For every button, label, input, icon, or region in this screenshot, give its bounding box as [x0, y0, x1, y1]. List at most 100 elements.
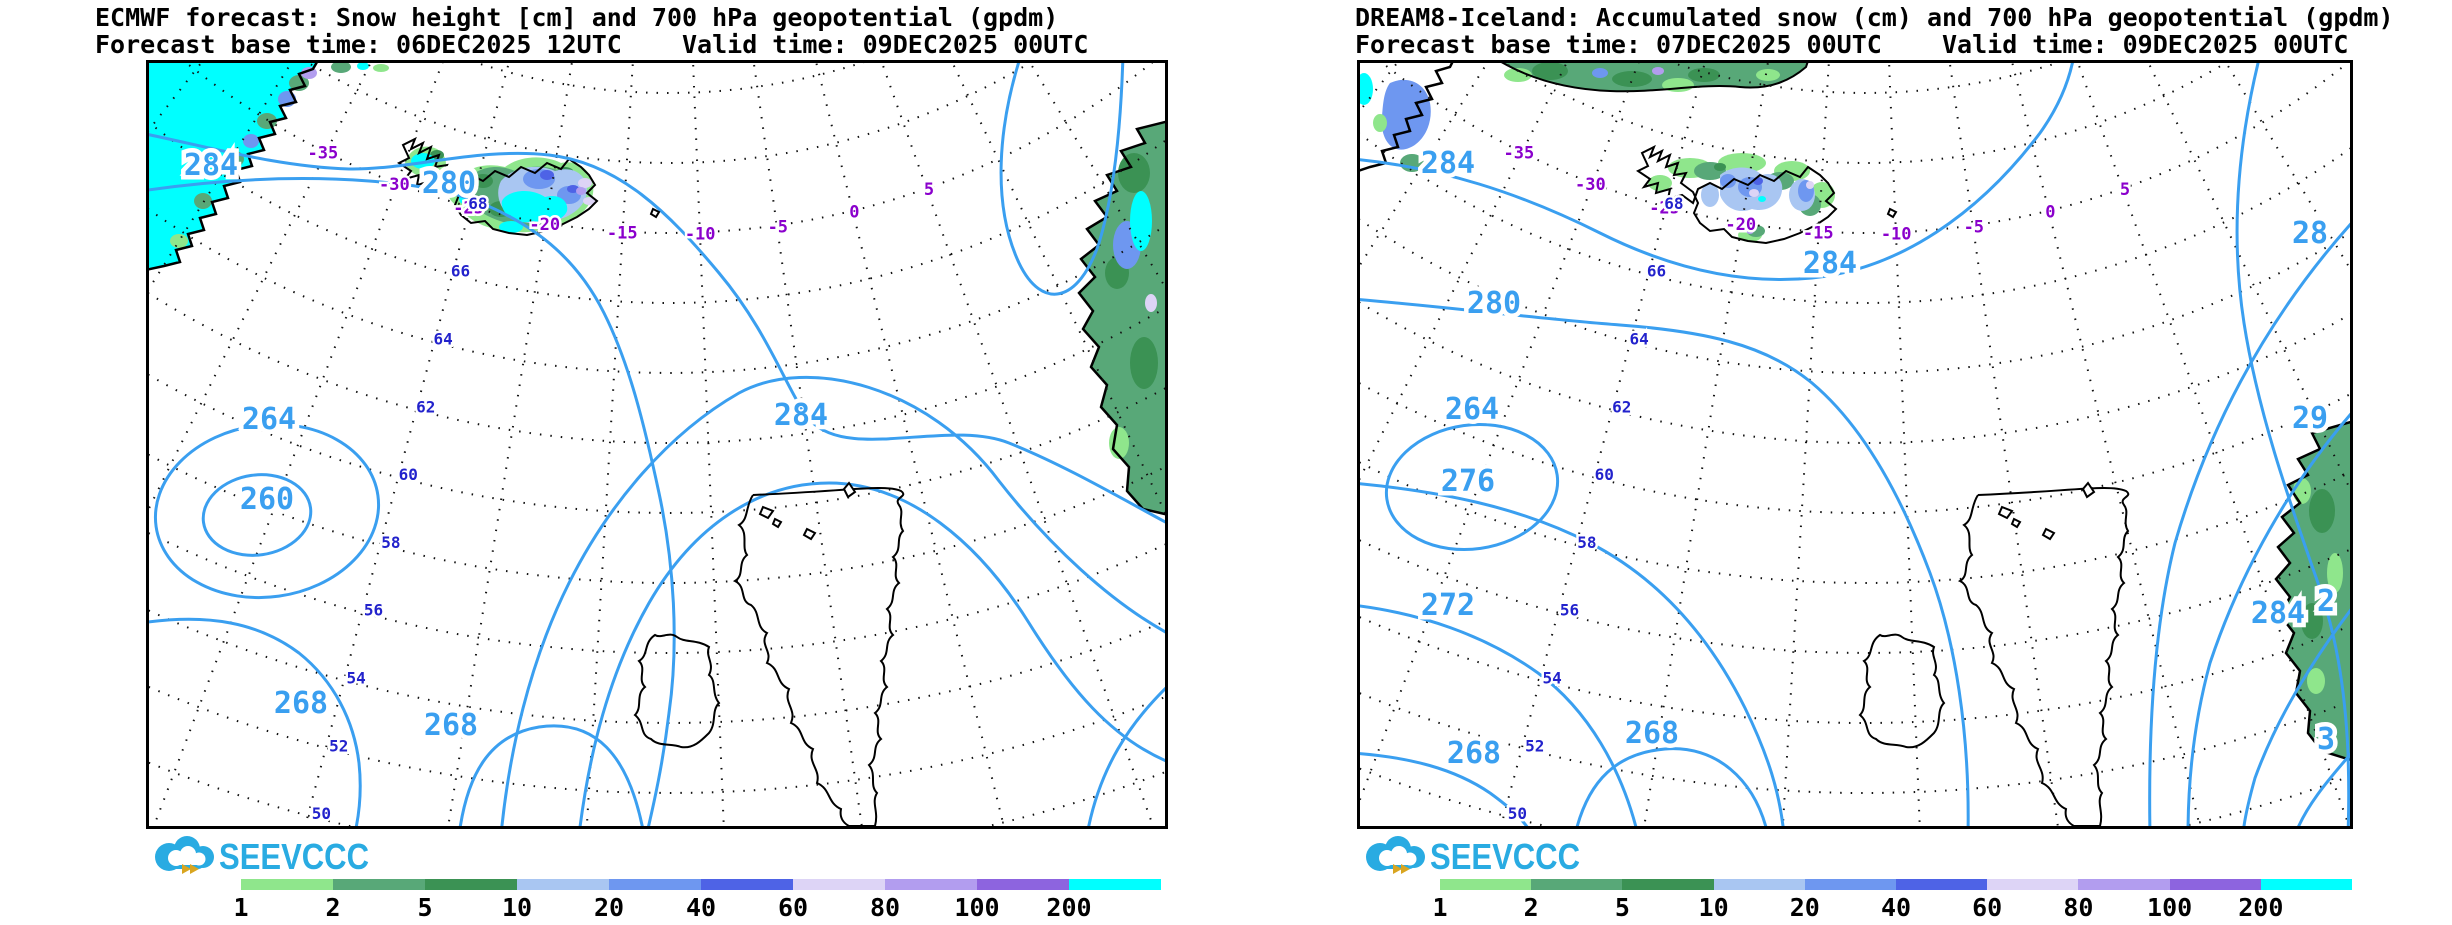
legend-color-seg [2260, 879, 2353, 890]
geopotential-contour-label: 28 [2292, 216, 2328, 251]
logo-arrow-icon [182, 864, 191, 874]
cloud-icon [155, 836, 214, 874]
legend-value-label: 80 [2063, 893, 2094, 922]
lat-label: 50 [1508, 804, 1527, 823]
geopotential-contour-label: 264 [1445, 392, 1499, 427]
legend-value-label: 60 [1972, 893, 2003, 922]
lon-label: -20 [1725, 215, 1756, 235]
legend-value-label: 60 [777, 893, 809, 922]
logo-text-1: SEEVCCC [219, 836, 369, 875]
legend-color-seg [425, 879, 517, 890]
panel2-title: DREAM8-Iceland: Accumulated snow (cm) an… [1355, 4, 2394, 58]
legend-value-label: 2 [325, 893, 341, 922]
legend-color-seg [2169, 879, 2261, 890]
lat-label: 52 [329, 736, 348, 755]
legend-value-label: 20 [1789, 893, 1820, 922]
geopotential-contour-label: 280 [1467, 286, 1521, 321]
panel2-legend-labels: 1 2 5 10 20 40 60 80 100 200 [1432, 893, 2352, 922]
panel2-title-line2: Forecast base time: 07DEC2025 00UTC Vali… [1355, 30, 2349, 59]
geopotential-contour-label: 272 [1421, 588, 1475, 623]
lon-label: -10 [1881, 224, 1912, 244]
legend-value-label: 10 [1698, 893, 1729, 922]
panel1-logo: SEEVCCC [149, 833, 379, 879]
legend-value-label: 5 [417, 893, 433, 922]
geopotential-contour-label: 2 [2317, 584, 2335, 619]
panel1-legend-labels: 1 2 5 10 20 40 60 80 100 200 [233, 893, 1161, 922]
legend-value-label: 40 [685, 893, 717, 922]
lat-label: 64 [433, 330, 452, 349]
legend-color-seg [701, 879, 793, 890]
lon-label: -35 [308, 144, 339, 164]
geopotential-contour-label: 284 [1421, 146, 1475, 181]
lat-label: 62 [416, 397, 435, 416]
legend-value-label: 100 [2147, 893, 2193, 922]
lat-label: 60 [1595, 465, 1614, 484]
lon-label: -10 [685, 224, 716, 244]
legend-value-label: 200 [2238, 893, 2284, 922]
lon-label: -15 [607, 224, 638, 244]
legend-value-label: 200 [1046, 893, 1092, 922]
legend-value-label: 40 [1880, 893, 1912, 922]
legend-value-label: 100 [954, 893, 1000, 922]
logo-text-2: SEEVCCC [1430, 836, 1580, 875]
lon-label: 5 [924, 180, 934, 200]
lon-label: -5 [1964, 217, 1984, 237]
geopotential-contour-label: 280 [422, 166, 476, 201]
legend-color-seg [241, 879, 333, 890]
geopotential-contour-label: 268 [274, 686, 328, 721]
legend-color-seg [885, 879, 977, 890]
geopotential-contour-label: 284 [774, 398, 828, 433]
geopotential-contour-label: 260 [240, 482, 294, 517]
panel2-legend-bar [1440, 879, 2353, 890]
lat-label: 56 [364, 601, 383, 620]
legend-color-seg [1069, 879, 1161, 890]
geopotential-contour-label: 284 [184, 148, 238, 183]
lat-label: 64 [1629, 330, 1648, 349]
dream8-weather-map: -35 -30 -25 -20 -15 -10 -5 0 5 68 66 64 62 60 58 56 54 52… [1360, 63, 2350, 826]
geopotential-contour-label: 3 [2317, 722, 2335, 757]
lon-label: -25 [453, 199, 484, 219]
legend-color-seg [1531, 879, 1623, 890]
logo-arrow-icon [1393, 864, 1402, 874]
lat-label: 52 [1525, 736, 1544, 755]
legend-color-seg [1440, 879, 1532, 890]
geopotential-contour-label: 264 [242, 402, 296, 437]
lon-label: 0 [2045, 203, 2055, 223]
geopotential-contour-label: 284 [2251, 596, 2305, 631]
legend-value-label: 1 [233, 893, 249, 922]
lat-label: 50 [312, 804, 331, 823]
lat-label: 56 [1560, 601, 1579, 620]
lat-label: 68 [1664, 194, 1683, 213]
lat-label: 58 [1577, 533, 1596, 552]
legend-color-seg [1896, 879, 1988, 890]
panel1-title: ECMWF forecast: Snow height [cm] and 700… [95, 4, 1088, 58]
panel1-title-line1: ECMWF forecast: Snow height [cm] and 700… [95, 3, 1059, 32]
lat-label: 60 [399, 465, 418, 484]
legend-value-label: 20 [593, 893, 625, 922]
geopotential-contour-label: 29 [2292, 401, 2328, 436]
legend-value-label: 80 [869, 893, 901, 922]
lat-label: 54 [1543, 669, 1562, 688]
ecmwf-weather-map: -35 -30 -25 -20 -15 -10 -5 0 5 68 66 64 62 60 58 56 54 52… [149, 63, 1165, 826]
cloud-icon [1366, 836, 1425, 874]
geopotential-contour-label: 268 [1447, 736, 1501, 771]
panel1-legend: 1 2 5 10 20 40 60 80 100 200 [233, 879, 1161, 922]
panel1-title-line2: Forecast base time: 06DEC2025 12UTC Vali… [95, 30, 1089, 59]
panel1-legend-bar [241, 879, 1161, 890]
legend-color-seg [609, 879, 701, 890]
geopotential-contour-label: 268 [424, 708, 478, 743]
legend-value-label: 5 [1614, 893, 1630, 922]
seevccc-logo-icon: SEEVCCC [1366, 836, 1580, 877]
lat-label: 54 [347, 669, 366, 688]
legend-color-seg [517, 879, 609, 890]
legend-color-seg [333, 879, 425, 890]
lon-label: -25 [1649, 199, 1680, 219]
panel2-legend: 1 2 5 10 20 40 60 80 100 200 [1432, 879, 2353, 922]
legend-color-seg [1622, 879, 1714, 890]
panel2-title-line1: DREAM8-Iceland: Accumulated snow (cm) an… [1355, 3, 2394, 32]
lat-label: 66 [1647, 262, 1666, 281]
lon-label: -30 [1575, 175, 1606, 195]
lat-label: 68 [468, 194, 487, 213]
legend-color-seg [793, 879, 885, 890]
